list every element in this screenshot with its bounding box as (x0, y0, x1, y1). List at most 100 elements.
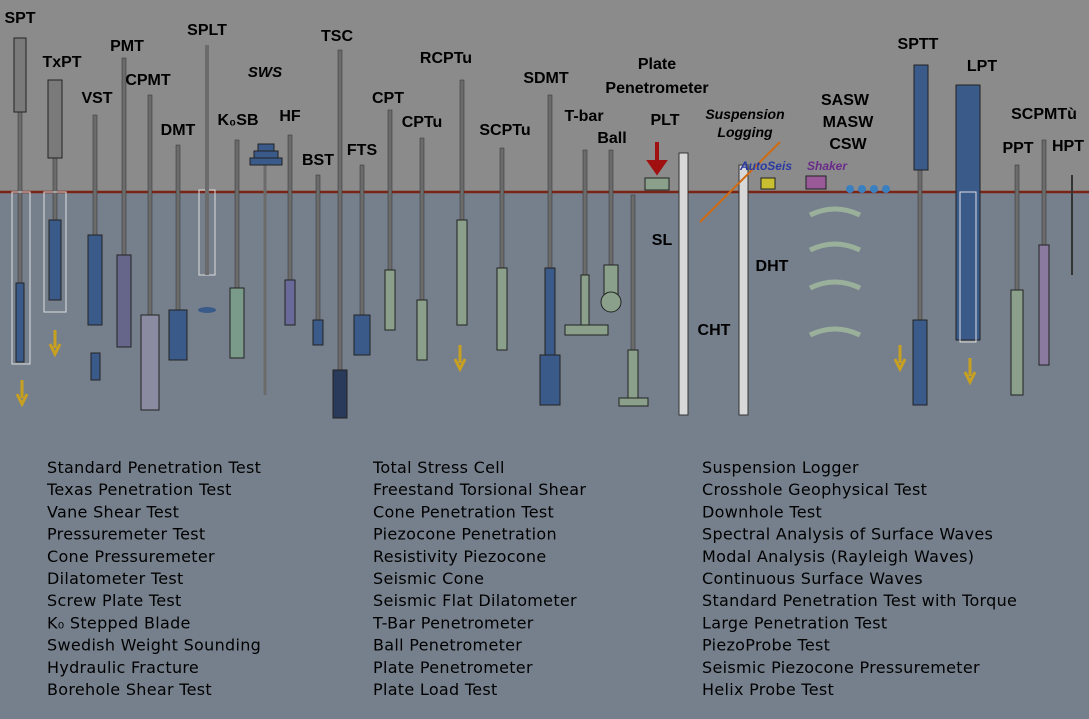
tool-label: Suspension (705, 106, 784, 122)
tool-label: BST (302, 152, 334, 169)
ch-hole (738, 164, 749, 416)
geophone (882, 185, 890, 193)
tool-label: SCPTu (479, 122, 530, 139)
tool-label: SASW (821, 92, 870, 109)
legend-item: Plate Load Test (373, 680, 498, 699)
annotation: CHT (698, 322, 731, 339)
legend-item: Modal Analysis (Rayleigh Waves) (702, 547, 974, 566)
rod (147, 94, 153, 316)
legend-item: Pressuremeter Test (47, 525, 205, 544)
probe (116, 254, 132, 348)
probe (332, 369, 348, 419)
legend-item: Swedish Weight Sounding (47, 636, 261, 655)
probe (312, 319, 324, 346)
legend-item: Seismic Cone (373, 569, 484, 588)
tool-label: HPT (1052, 138, 1084, 155)
probe (353, 314, 371, 356)
rod (17, 111, 23, 284)
legend-item: Ball Penetrometer (373, 636, 522, 655)
legend-item: Seismic Flat Dilatometer (373, 591, 577, 610)
wave (808, 326, 862, 338)
annotation: DHT (756, 258, 789, 275)
legend-item: Dilatometer Test (47, 569, 184, 588)
geophone (870, 185, 878, 193)
probe (1010, 289, 1024, 396)
probe (456, 219, 468, 326)
legend-item: Downhole Test (702, 502, 822, 521)
rod (234, 139, 240, 289)
casing (47, 79, 63, 159)
legend-item: Cone Penetration Test (373, 502, 554, 521)
legend-item: Texas Penetration Test (46, 480, 232, 499)
tool-label: SPTT (898, 36, 939, 53)
casing (13, 37, 27, 113)
ball (600, 291, 622, 313)
weight (249, 157, 283, 166)
weight (257, 143, 275, 152)
lpt-casing (959, 191, 977, 343)
rod (419, 137, 425, 301)
rod (387, 109, 393, 271)
legend-item: Large Penetration Test (702, 613, 888, 632)
legend-item: Freestand Torsional Shear (373, 480, 586, 499)
tool-label: PMT (110, 38, 144, 55)
sl-hole (678, 152, 689, 416)
tool-label: VST (81, 90, 112, 107)
wave (808, 241, 862, 253)
probe (284, 279, 296, 326)
tool-label: Penetrometer (605, 80, 708, 97)
push-arrow (963, 358, 977, 386)
geophone (858, 185, 866, 193)
legend-item: Seismic Piezocone Pressuremeter (702, 658, 980, 677)
screw-plate (198, 307, 216, 313)
rod (1041, 139, 1047, 246)
tool-label: T-bar (564, 108, 603, 125)
annotation: Shaker (807, 159, 848, 173)
rod (337, 49, 343, 371)
probe (912, 319, 928, 406)
vane (90, 352, 101, 381)
legend-item: Screw Plate Test (47, 591, 182, 610)
probe (496, 267, 508, 351)
plate (618, 397, 649, 407)
push-arrow (893, 345, 907, 373)
tool-label: DMT (161, 122, 196, 139)
tool-label: SDMT (523, 70, 569, 87)
legend-item: Piezocone Penetration (373, 525, 557, 544)
wave (808, 206, 862, 218)
tool-label: CPMT (125, 72, 171, 89)
legend-item: Helix Probe Test (702, 680, 834, 699)
probe (15, 282, 25, 363)
legend-item: PiezoProbe Test (702, 636, 830, 655)
probe (48, 219, 62, 301)
casing (43, 191, 67, 313)
tool-label: CPT (372, 90, 404, 107)
legend-item: Suspension Logger (702, 458, 859, 477)
probe (140, 314, 160, 411)
tool-label: SPT (4, 10, 35, 27)
probe (229, 287, 245, 359)
legend-item: Continuous Surface Waves (702, 569, 923, 588)
rod (92, 114, 98, 236)
legend-item: T-Bar Penetrometer (372, 613, 534, 632)
rod (1014, 164, 1020, 291)
probe (416, 299, 428, 361)
rod (175, 144, 181, 311)
legend-item: Plate Penetrometer (373, 658, 533, 677)
probe (544, 267, 556, 356)
rod (630, 194, 636, 351)
legend-item: Standard Penetration Test (47, 458, 261, 477)
legend-item: Hydraulic Fracture (47, 658, 199, 677)
legend-item: Spectral Analysis of Surface Waves (702, 525, 993, 544)
tool-label: TxPT (42, 54, 81, 71)
rod (499, 147, 505, 269)
legend-item: Resistivity Piezocone (373, 547, 546, 566)
probe (384, 269, 396, 331)
probe (168, 309, 188, 361)
tool-label: K₀SB (218, 112, 259, 129)
legend-item: Cone Pressuremeter (47, 547, 215, 566)
tool-label: Ball (597, 130, 626, 147)
annotation: AutoSeis (739, 159, 792, 173)
probe (627, 349, 639, 401)
